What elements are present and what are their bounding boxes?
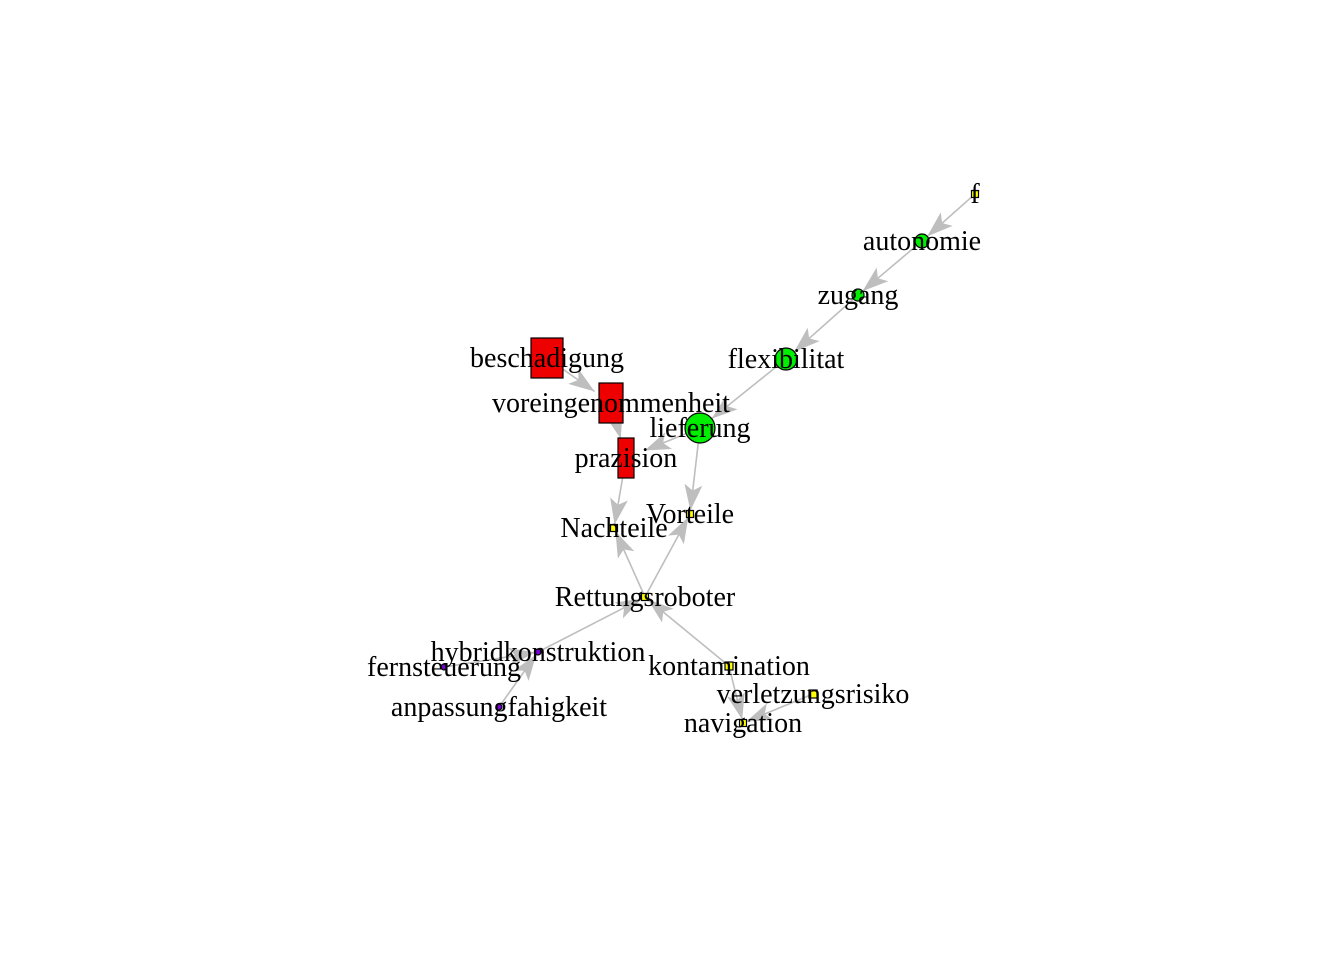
- arrowhead-lieferung-to-prazision: [644, 432, 673, 451]
- arrowhead-anpassungfahigkeit-to-hybridkonstruktion: [513, 654, 537, 681]
- node-label-voreingenommenheit: voreingenommenheit: [492, 388, 730, 419]
- node-verletzungsrisiko: [808, 689, 818, 699]
- node-beschadigung: [530, 337, 564, 379]
- node-label-zugang: zugang: [818, 280, 899, 311]
- node-f: [970, 189, 980, 199]
- node-Nachteile: [609, 523, 619, 533]
- arrowhead-kontamination-to-Rettungsroboter: [647, 599, 674, 623]
- arrowhead-autonomie-to-zugang: [862, 267, 889, 292]
- node-navigation: [738, 718, 748, 728]
- node-lieferung: [684, 412, 716, 444]
- arrowhead-kontamination-to-navigation: [727, 692, 745, 720]
- node-hybridkonstruktion: [534, 648, 542, 656]
- node-label-Rettungsroboter: Rettungsroboter: [555, 582, 736, 613]
- node-label-Vorteile: Vorteile: [646, 499, 734, 530]
- node-label-navigation: navigation: [684, 708, 802, 739]
- node-flexibilitat: [774, 347, 798, 371]
- arrowhead-Rettungsroboter-to-Vorteile: [668, 517, 689, 545]
- arrowhead-zugang-to-flexibilitat: [794, 327, 820, 352]
- arrowhead-Rettungsroboter-to-Nachteile: [615, 531, 635, 559]
- node-label-Nachteile: Nachteile: [560, 513, 667, 544]
- node-kontamination: [724, 661, 734, 671]
- node-label-flexibilitat: flexibilitat: [728, 344, 845, 375]
- node-zugang: [851, 288, 865, 302]
- node-label-fernsteuerung: fernsteuerung: [367, 652, 521, 683]
- node-fernsteuerung: [440, 663, 448, 671]
- arrowhead-beschadigung-to-voreingenommenheit: [568, 369, 595, 392]
- arrowhead-hybridkonstruktion-to-Rettungsroboter: [614, 598, 642, 619]
- arrowhead-fernsteuerung-to-hybridkonstruktion: [507, 647, 536, 666]
- node-label-prazision: prazision: [575, 443, 678, 474]
- node-label-verletzungsrisiko: verletzungsrisiko: [717, 679, 910, 710]
- node-label-autonomie: autonomie: [863, 226, 981, 257]
- node-label-f: f: [970, 179, 980, 210]
- arrowhead-prazision-to-Nachteile: [610, 497, 628, 525]
- node-label-beschadigung: beschadigung: [470, 343, 624, 374]
- label-layer: f autonomie zugang flexibilitat lieferung bes…: [367, 179, 981, 739]
- arrowhead-verletzungsrisiko-to-navigation: [746, 703, 774, 722]
- node-voreingenommenheit: [598, 382, 624, 424]
- node-autonomie: [914, 233, 930, 249]
- node-label-anpassungfahigkeit: anpassungfahigkeit: [391, 692, 607, 723]
- node-layer: [440, 189, 980, 728]
- node-anpassungfahigkeit: [495, 703, 503, 711]
- node-label-lieferung: lieferung: [649, 413, 750, 444]
- arrowhead-f-to-autonomie: [927, 212, 953, 237]
- arrowhead-flexibilitat-to-lieferung: [711, 395, 738, 419]
- node-label-hybridkonstruktion: hybridkonstruktion: [431, 637, 646, 668]
- node-prazision: [617, 437, 635, 479]
- node-label-kontamination: kontamination: [648, 651, 810, 682]
- node-Rettungsroboter: [640, 592, 650, 602]
- node-Vorteile: [685, 509, 695, 519]
- arrowhead-lieferung-to-Vorteile: [684, 483, 703, 511]
